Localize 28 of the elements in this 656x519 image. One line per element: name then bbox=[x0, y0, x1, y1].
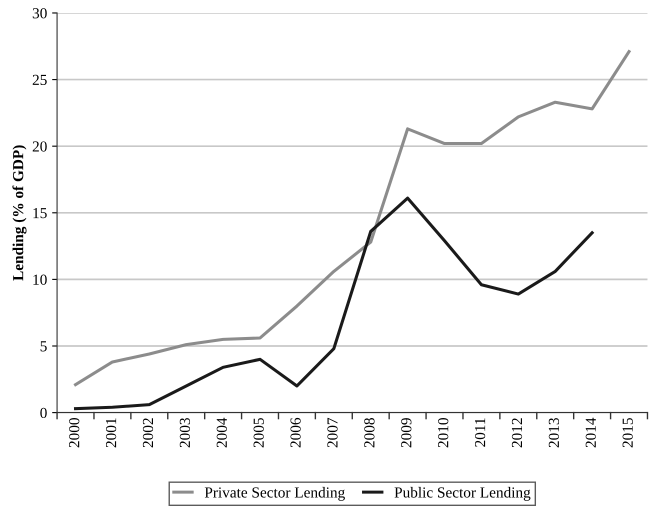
y-tick-label: 25 bbox=[32, 74, 47, 86]
legend-label: Private Sector Lending bbox=[204, 486, 345, 501]
line-series bbox=[74, 50, 631, 386]
x-tick-label: 2015 bbox=[622, 418, 633, 448]
x-tick-label: 2005 bbox=[254, 418, 264, 448]
x-tick-label: 2002 bbox=[142, 418, 154, 448]
x-tick-label: 2007 bbox=[327, 418, 338, 448]
y-tick-label: 20 bbox=[32, 141, 47, 152]
line-series bbox=[74, 196, 594, 410]
y-tick-label: 30 bbox=[32, 8, 47, 18]
y-axis-title: Lending (% of GDP) bbox=[12, 145, 27, 281]
x-tick-label: 2003 bbox=[180, 418, 190, 448]
y-tick-label: 15 bbox=[33, 208, 47, 218]
x-tick-label: 2011 bbox=[474, 418, 486, 447]
x-tick-label: 2009 bbox=[401, 418, 412, 448]
x-tick-label: 2014 bbox=[586, 418, 596, 448]
x-tick-label: 2006 bbox=[290, 418, 301, 448]
y-tick-label: 10 bbox=[33, 274, 47, 285]
x-tick-label: 2008 bbox=[364, 418, 375, 448]
x-tick-label: 2013 bbox=[548, 418, 560, 448]
y-tick-label: 5 bbox=[40, 341, 47, 352]
x-tick-label: 2004 bbox=[216, 418, 227, 448]
legend-label: Public Sector Lending bbox=[394, 486, 530, 501]
x-tick-label: 2000 bbox=[69, 418, 80, 448]
y-tick-label: 0 bbox=[40, 408, 47, 418]
x-tick-label: 2012 bbox=[512, 418, 522, 448]
x-tick-label: 2001 bbox=[106, 418, 116, 448]
x-tick-label: 2010 bbox=[438, 418, 448, 448]
